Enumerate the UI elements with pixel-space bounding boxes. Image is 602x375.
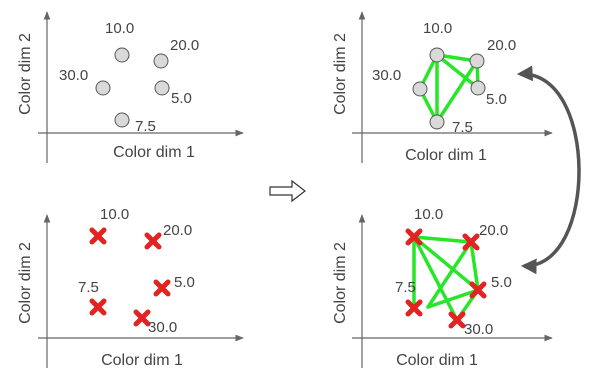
axes xyxy=(38,11,244,163)
x-axis-label: Color dim 1 xyxy=(101,352,183,369)
circle-marker xyxy=(153,53,169,69)
panel-top-right: Color dim 1 Color dim 2 10.0 20.0 30.0 5… xyxy=(332,11,553,164)
panel-bottom-right: Color dim 1 Color dim 2 10.0 20.0 7.5 5.… xyxy=(332,206,553,369)
x-axis-label: Color dim 1 xyxy=(396,352,478,369)
cross-markers xyxy=(92,230,168,324)
axes xyxy=(352,214,553,368)
circle-markers xyxy=(412,47,486,130)
cross-marker xyxy=(147,235,159,247)
point-label: 20.0 xyxy=(479,222,508,239)
cross-marker xyxy=(156,282,168,294)
circle-marker xyxy=(412,81,428,97)
point-label: 5.0 xyxy=(174,274,195,291)
circle-marker xyxy=(95,80,111,96)
graph-edge xyxy=(426,288,480,309)
point-label: 30.0 xyxy=(372,67,401,84)
point-label: 7.5 xyxy=(452,119,473,136)
graph-edge xyxy=(435,59,479,124)
circle-marker xyxy=(469,53,485,69)
graph-edge xyxy=(412,235,459,322)
point-label: 7.5 xyxy=(78,279,99,296)
point-label: 10.0 xyxy=(100,206,129,223)
point-label: 7.5 xyxy=(395,279,416,296)
point-label: 7.5 xyxy=(135,118,156,135)
panel-top-left: Color dim 1 Color dim 2 10.0 20.0 30.0 5… xyxy=(17,11,244,163)
similarity-edges xyxy=(418,53,480,124)
y-axis-label: Color dim 2 xyxy=(17,242,34,324)
circle-marker xyxy=(470,80,486,96)
point-label: 10.0 xyxy=(105,20,134,37)
cross-marker xyxy=(92,301,104,313)
y-axis-label: Color dim 2 xyxy=(332,242,349,324)
graph-edge xyxy=(426,240,473,309)
circle-marker xyxy=(429,47,445,63)
similarity-edges xyxy=(412,235,480,322)
axes xyxy=(38,214,244,368)
point-label: 20.0 xyxy=(487,37,516,54)
circle-marker xyxy=(154,80,170,96)
point-label: 5.0 xyxy=(491,274,512,291)
point-label: 5.0 xyxy=(486,91,507,108)
cross-marker xyxy=(136,312,148,324)
x-axis-label: Color dim 1 xyxy=(405,147,487,164)
point-label: 10.0 xyxy=(414,206,443,223)
right-arrow-icon xyxy=(269,179,306,203)
circle-marker xyxy=(429,114,445,130)
point-label: 30.0 xyxy=(464,321,493,338)
circle-marker xyxy=(114,112,130,128)
double-headed-curved-arrow-icon xyxy=(516,65,581,275)
x-axis-label: Color dim 1 xyxy=(113,144,195,161)
y-axis-label: Color dim 2 xyxy=(17,33,34,115)
point-label: 20.0 xyxy=(170,37,199,54)
graph-edge xyxy=(412,235,480,292)
circle-marker xyxy=(114,47,130,63)
point-label: 10.0 xyxy=(423,20,452,37)
point-label: 30.0 xyxy=(148,319,177,336)
graph-edge xyxy=(412,235,473,244)
point-label: 30.0 xyxy=(59,67,88,84)
point-label: 5.0 xyxy=(171,90,192,107)
cross-marker xyxy=(92,230,104,242)
y-axis-label: Color dim 2 xyxy=(332,33,349,115)
circle-markers xyxy=(95,47,170,128)
cross-marker xyxy=(451,314,463,326)
graph-edge xyxy=(469,240,480,292)
graph-edge xyxy=(435,53,480,90)
panel-bottom-left: Color dim 1 Color dim 2 10.0 20.0 7.5 5.… xyxy=(17,206,244,369)
point-label: 20.0 xyxy=(163,222,192,239)
